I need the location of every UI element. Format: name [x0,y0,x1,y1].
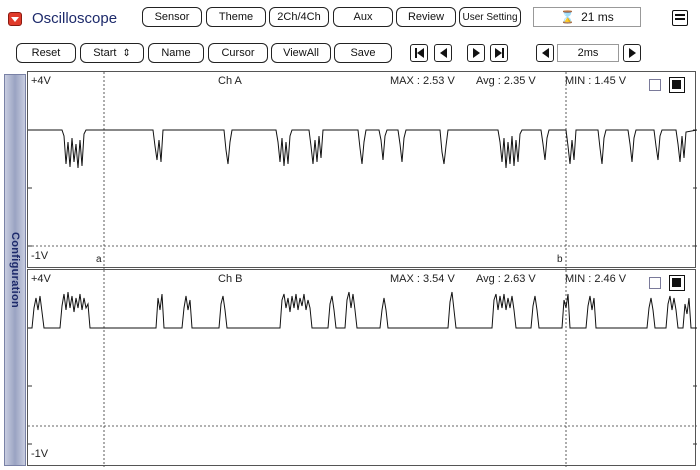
reset-button[interactable]: Reset [16,43,76,63]
channel-b-color-box[interactable] [669,275,685,291]
timebase-increase-button[interactable] [623,44,641,62]
sample-time-value: 21 ms [581,10,614,24]
cursor-b-label: b [557,254,563,265]
menu-icon[interactable] [672,10,688,26]
timebase-value: 2ms [557,44,619,62]
channel-b-plot [28,270,697,467]
start-select[interactable]: Start ⇕ [80,43,144,63]
chevron-down-icon [11,16,19,22]
cursor-a-label: a [96,254,102,265]
channel-a-plot [28,72,697,269]
step-back-icon [439,48,447,58]
channel-a-color-box[interactable] [669,77,685,93]
channel-b-checkbox[interactable] [649,277,661,289]
channel-b-max: MAX : 3.54 V [390,273,455,285]
triangle-right-icon [628,48,636,58]
app-icon[interactable] [8,12,22,26]
channel-a-min: MIN : 1.45 V [565,75,627,87]
name-button[interactable]: Name [148,43,204,63]
triangle-left-icon [541,48,549,58]
configuration-label: Configuration [9,232,21,308]
skip-last-icon [494,48,502,58]
channel-a-max: MAX : 2.53 V [390,75,455,87]
trace-a [28,129,697,169]
tab-user-setting[interactable]: User Setting [459,7,521,27]
tab-2ch-4ch[interactable]: 2Ch/4Ch [269,7,329,27]
channel-a-checkbox[interactable] [649,79,661,91]
channel-b-avg: Avg : 2.63 V [476,273,536,285]
channel-a-bottom-label: -1V [31,250,49,262]
channel-b-panel[interactable]: +4V -1V Ch B MAX : 3.54 V Avg : 2.63 V M… [27,269,697,467]
start-label: Start [93,47,117,59]
app-title: Oscilloscope [32,10,118,27]
step-forward-button[interactable] [467,44,485,62]
tab-review[interactable]: Review [396,7,456,27]
channel-a-panel[interactable]: +4V -1V Ch A MAX : 2.53 V Avg : 2.35 V M… [27,71,697,269]
step-back-button[interactable] [434,44,452,62]
cursor-button[interactable]: Cursor [208,43,268,63]
tab-aux[interactable]: Aux [333,7,393,27]
save-button[interactable]: Save [334,43,392,63]
configuration-sidebar[interactable]: Configuration [4,74,26,466]
up-down-arrows-icon: ⇕ [122,47,131,59]
skip-first-button[interactable] [410,44,428,62]
channel-b-name: Ch B [218,273,243,285]
viewall-button[interactable]: ViewAll [271,43,331,63]
channel-a-avg: Avg : 2.35 V [476,75,536,87]
sample-time-display: ⌛ 21 ms [533,7,641,27]
step-forward-icon [472,48,480,58]
hourglass-icon: ⌛ [560,10,576,24]
timebase-decrease-button[interactable] [536,44,554,62]
channel-b-min: MIN : 2.46 V [565,273,627,285]
skip-last-button[interactable] [490,44,508,62]
tab-theme[interactable]: Theme [206,7,266,27]
channel-b-top-label: +4V [31,273,51,285]
trace-b [28,291,697,329]
channel-a-name: Ch A [218,75,242,87]
tab-sensor[interactable]: Sensor [142,7,202,27]
channel-a-top-label: +4V [31,75,51,87]
skip-first-icon [414,48,417,58]
channel-b-bottom-label: -1V [31,448,49,460]
